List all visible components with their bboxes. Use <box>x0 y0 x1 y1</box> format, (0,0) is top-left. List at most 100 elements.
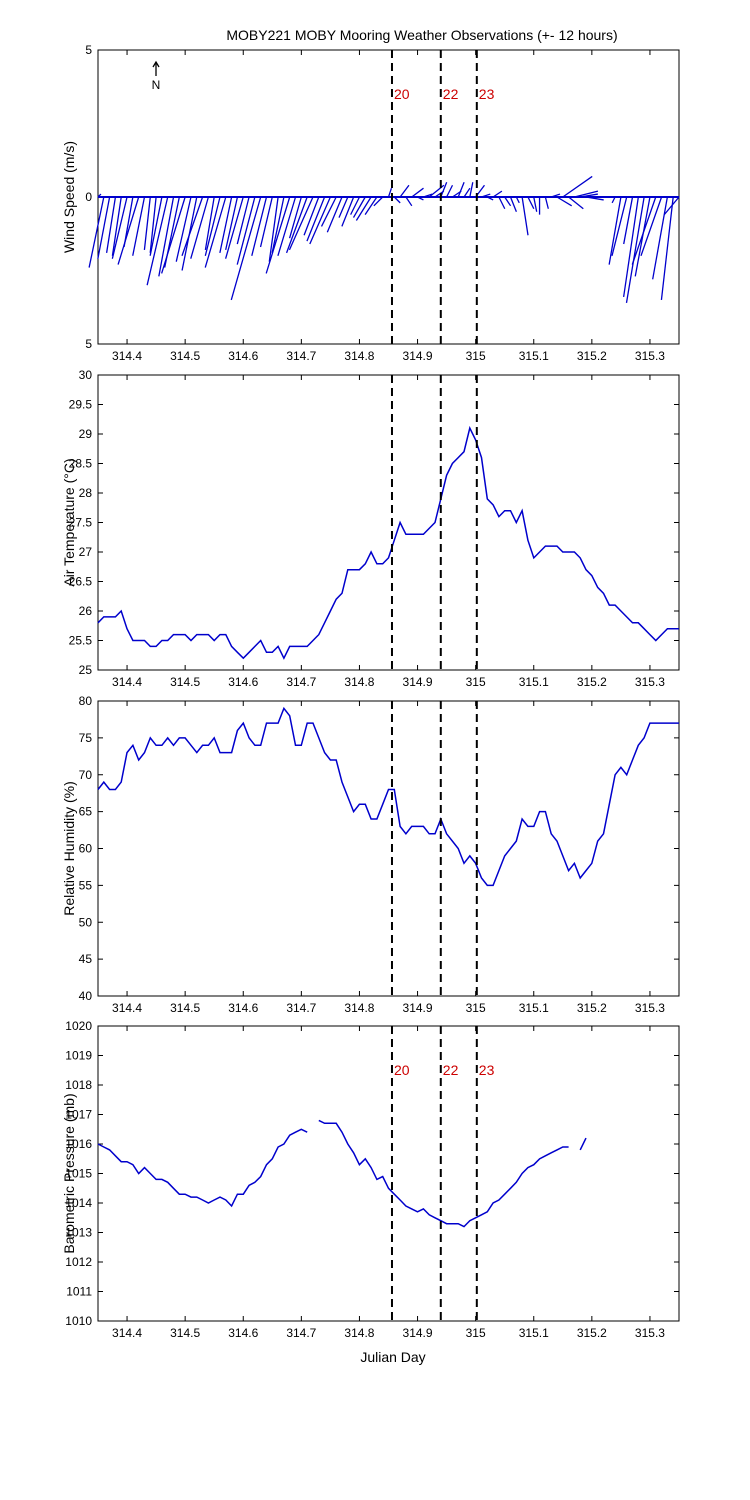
wind-vector <box>515 196 520 204</box>
north-label: N <box>152 78 161 92</box>
data-line <box>97 706 679 887</box>
y-tick-label: 70 <box>79 768 93 782</box>
wind-vector <box>486 196 494 201</box>
x-tick-label: 314.7 <box>286 1001 316 1015</box>
wind-vector <box>373 196 384 207</box>
x-tick-label: 314.7 <box>286 349 316 363</box>
wind-vector <box>623 196 634 245</box>
north-arrow-head-icon <box>152 60 160 68</box>
x-tick-label: 314.8 <box>344 1001 374 1015</box>
wind-vector <box>338 196 349 218</box>
wind-vector <box>303 196 320 236</box>
wind-vector <box>574 190 599 198</box>
wind-vector <box>469 182 474 198</box>
y-tick-label: 26 <box>79 604 93 618</box>
wind-vector <box>405 196 413 207</box>
wind-vector <box>423 193 433 198</box>
x-tick-label: 314.9 <box>403 1326 433 1340</box>
wind-vector <box>492 190 503 198</box>
x-tick-label: 315.3 <box>635 1326 665 1340</box>
wind-vector <box>521 196 529 236</box>
y-tick-label: 5 <box>85 43 92 57</box>
x-tick-label: 315.2 <box>577 1001 607 1015</box>
y-tick-label: 1016 <box>65 1137 92 1151</box>
panel-1: 314.4 314.5 314.6 314.7 314.8 314.9 315 315.1 31… <box>61 43 680 363</box>
wind-vector <box>611 196 628 256</box>
data-line <box>97 1119 587 1228</box>
y-tick-label: 30 <box>79 368 93 382</box>
wind-vector <box>350 196 361 215</box>
wind-vector <box>149 196 157 253</box>
wind-vector <box>387 187 393 198</box>
wind-vector <box>417 196 424 201</box>
y-tick-label: 65 <box>79 805 93 819</box>
x-tick-label: 314.8 <box>344 349 374 363</box>
y-tick-label: 1013 <box>65 1226 92 1240</box>
y-tick-label: 1012 <box>65 1255 92 1269</box>
y-tick-label: 25 <box>79 663 93 677</box>
x-tick-label: 314.9 <box>403 1001 433 1015</box>
wind-vector <box>251 196 268 256</box>
y-tick-label: 26.5 <box>69 575 93 589</box>
x-tick-label: 314.9 <box>403 675 433 689</box>
wind-vector <box>143 196 151 250</box>
x-tick-label: 315.1 <box>519 349 549 363</box>
wind-vector <box>97 193 102 198</box>
y-tick-label: 60 <box>79 842 93 856</box>
x-tick-label: 315 <box>466 1001 486 1015</box>
wind-vector <box>457 182 465 198</box>
wind-vector <box>498 196 506 210</box>
wind-vector <box>181 196 204 257</box>
y-tick-label: 25.5 <box>69 634 93 648</box>
wind-vector <box>236 196 250 245</box>
wind-vector <box>580 193 598 198</box>
wind-vector <box>219 196 233 253</box>
wind-vector <box>622 196 639 298</box>
wind-vector <box>411 187 424 198</box>
y-tick-label: 1011 <box>66 1285 92 1299</box>
wind-vector <box>585 196 604 201</box>
y-tick-label: 29 <box>79 427 93 441</box>
event-marker-label: 20 <box>394 86 410 102</box>
wind-vector <box>132 196 146 256</box>
wind-vector <box>175 196 192 262</box>
wind-vector <box>393 196 401 204</box>
x-tick-label: 314.6 <box>228 1001 258 1015</box>
x-tick-label: 314.8 <box>344 1326 374 1340</box>
wind-vector <box>504 196 512 207</box>
wind-vector <box>230 196 262 301</box>
panel-2: 314.4 314.5 314.6 314.7 314.8 314.9 315 315.1 31… <box>61 368 680 689</box>
x-tick-label: 314.7 <box>286 1326 316 1340</box>
event-marker-label: 20 <box>394 1062 410 1078</box>
wind-vector <box>149 196 163 256</box>
wind-vector <box>111 196 128 259</box>
x-tick-label: 314.5 <box>170 1001 200 1015</box>
x-tick-label: 314.5 <box>170 1326 200 1340</box>
wind-vector <box>97 196 111 259</box>
y-tick-label: 50 <box>79 915 93 929</box>
wind-vector <box>352 196 366 218</box>
x-tick-label: 315 <box>466 1326 486 1340</box>
wind-vector <box>399 184 410 198</box>
wind-vector <box>268 196 279 262</box>
y-tick-label: 45 <box>79 952 93 966</box>
wind-vector <box>544 196 549 209</box>
y-tick-label: 5 <box>85 337 92 351</box>
x-tick-label: 315.3 <box>635 675 665 689</box>
wind-vector <box>204 196 221 256</box>
y-tick-label: 0 <box>85 190 92 204</box>
event-marker-label: 23 <box>479 1062 495 1078</box>
x-axis-label: Julian Day <box>360 1349 425 1365</box>
x-tick-label: 315.2 <box>577 675 607 689</box>
wind-vector <box>288 196 302 239</box>
wind-vector <box>277 196 297 256</box>
wind-vector <box>660 196 674 300</box>
x-tick-label: 314.5 <box>170 675 200 689</box>
y-tick-label: 55 <box>79 878 93 892</box>
x-tick-label: 314.6 <box>228 675 258 689</box>
y-axis-label: Air Temperature (°C) <box>61 458 77 586</box>
x-tick-label: 314.4 <box>112 675 142 689</box>
wind-vector <box>562 175 593 198</box>
y-axis-label: Relative Humidity (%) <box>61 781 77 916</box>
